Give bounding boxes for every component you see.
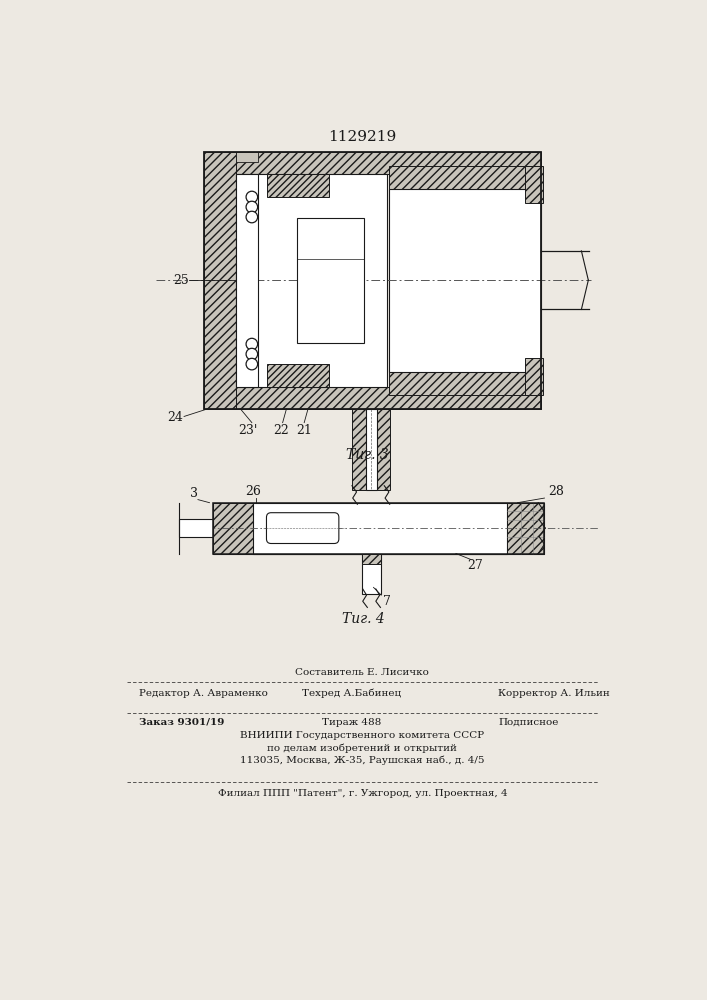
Bar bbox=[296, 218, 364, 343]
Bar bbox=[236, 174, 387, 387]
Bar bbox=[366, 409, 377, 490]
Bar bbox=[525, 358, 543, 395]
Bar bbox=[214, 503, 544, 554]
Bar bbox=[179, 519, 214, 537]
Text: 28: 28 bbox=[548, 485, 564, 498]
Bar bbox=[389, 189, 541, 372]
Bar bbox=[267, 364, 329, 387]
Circle shape bbox=[246, 211, 257, 223]
Text: Заказ 9301/19: Заказ 9301/19 bbox=[139, 718, 225, 727]
Text: 26: 26 bbox=[245, 485, 262, 498]
Text: 27: 27 bbox=[467, 559, 483, 572]
Text: Техред А.Бабинец: Техред А.Бабинец bbox=[302, 689, 401, 698]
Bar bbox=[236, 152, 258, 162]
Circle shape bbox=[246, 348, 257, 360]
Text: 1129219: 1129219 bbox=[329, 130, 397, 144]
Text: Редактор А. Авраменко: Редактор А. Авраменко bbox=[139, 689, 268, 698]
Bar bbox=[253, 503, 508, 554]
Circle shape bbox=[246, 358, 257, 370]
Text: 24: 24 bbox=[167, 411, 183, 424]
Bar bbox=[362, 554, 381, 564]
Circle shape bbox=[246, 201, 257, 213]
Text: 22: 22 bbox=[273, 424, 289, 437]
Bar bbox=[204, 152, 541, 409]
Text: Филиал ППП "Патент", г. Ужгород, ул. Проектная, 4: Филиал ППП "Патент", г. Ужгород, ул. Про… bbox=[218, 789, 507, 798]
Text: 23': 23' bbox=[238, 424, 257, 437]
Text: 7: 7 bbox=[382, 595, 390, 608]
Bar bbox=[377, 409, 390, 490]
Text: 3: 3 bbox=[190, 487, 198, 500]
Text: 113035, Москва, Ж-35, Раушская наб., д. 4/5: 113035, Москва, Ж-35, Раушская наб., д. … bbox=[240, 756, 484, 765]
Text: Тираж 488: Тираж 488 bbox=[322, 718, 381, 727]
Text: ВНИИПИ Государственного комитета СССР: ВНИИПИ Государственного комитета СССР bbox=[240, 732, 484, 740]
Bar bbox=[362, 554, 381, 594]
Bar bbox=[214, 503, 544, 554]
Circle shape bbox=[246, 191, 257, 203]
Bar bbox=[204, 152, 541, 174]
FancyBboxPatch shape bbox=[267, 513, 339, 544]
Text: Составитель Е. Лисичко: Составитель Е. Лисичко bbox=[296, 668, 429, 677]
Circle shape bbox=[246, 338, 257, 350]
Bar bbox=[508, 503, 544, 554]
Bar bbox=[352, 409, 366, 490]
Bar bbox=[204, 152, 236, 409]
Bar bbox=[214, 503, 253, 554]
Text: 25: 25 bbox=[173, 274, 189, 287]
Bar bbox=[236, 174, 258, 387]
Bar bbox=[525, 166, 543, 203]
Text: Подписное: Подписное bbox=[498, 718, 559, 727]
Text: по делам изобретений и открытий: по делам изобретений и открытий bbox=[267, 744, 457, 753]
Bar bbox=[204, 387, 541, 409]
Text: Τиг. 3: Τиг. 3 bbox=[346, 448, 389, 462]
Text: Τиг. 4: Τиг. 4 bbox=[342, 612, 385, 626]
Bar bbox=[267, 174, 329, 197]
Text: Корректор А. Ильин: Корректор А. Ильин bbox=[498, 689, 610, 698]
Bar bbox=[389, 166, 541, 395]
Text: 21: 21 bbox=[296, 424, 312, 437]
